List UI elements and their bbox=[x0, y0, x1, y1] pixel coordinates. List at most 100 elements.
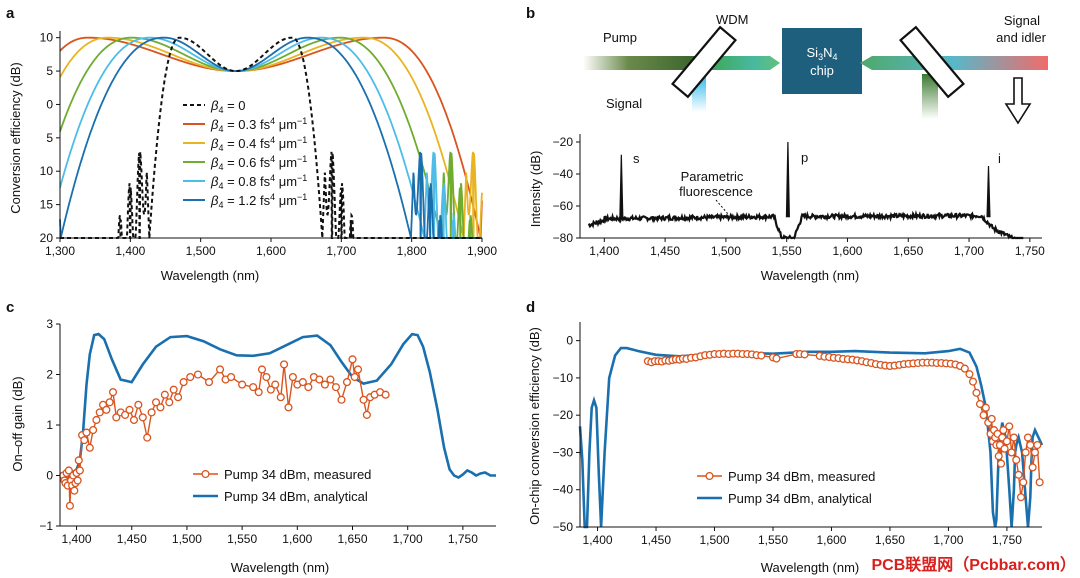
panel-b-y-tick-label: −40 bbox=[553, 167, 574, 181]
measured-point-c bbox=[75, 466, 84, 475]
panel-b-y-tick-label: −80 bbox=[553, 231, 574, 245]
panel-c-x-tick-label: 1,700 bbox=[393, 532, 423, 546]
measured-point-c bbox=[204, 378, 214, 387]
measured-point-d bbox=[772, 354, 781, 363]
panel-a-chart: 1,300 1,400 1,500 1,600 1,700 1,800 1,900 10 5 0 5… bbox=[8, 31, 497, 283]
measured-point-d bbox=[1023, 433, 1033, 442]
measured-point-d bbox=[800, 350, 809, 359]
measured-point-d bbox=[1033, 440, 1042, 450]
measured-point-c bbox=[65, 501, 74, 510]
peak-label-i: i bbox=[998, 151, 1001, 166]
measured-point-c bbox=[80, 436, 89, 445]
fluorescence-label-line1: Parametric bbox=[681, 169, 744, 184]
measured-point-c bbox=[143, 433, 152, 442]
panel-d-x-tick-label: 1,750 bbox=[992, 533, 1022, 547]
diagram-chip-label-line2: chip bbox=[810, 63, 834, 78]
measured-point-c bbox=[151, 398, 161, 407]
panel-c-axes: 1,400 1,450 1,500 1,550 1,600 1,650 1,700 1,750… bbox=[39, 317, 496, 546]
measured-point-d bbox=[1014, 470, 1023, 479]
panel-d-y-tick-label: 0 bbox=[566, 334, 573, 348]
measured-point-c bbox=[70, 486, 79, 495]
measured-point-d bbox=[975, 399, 985, 409]
panel-a-y-tick-label: 15 bbox=[40, 198, 54, 212]
measured-point-c bbox=[102, 405, 111, 414]
panel-b-ylabel: Intensity (dB) bbox=[528, 151, 543, 228]
measured-point-c bbox=[350, 372, 359, 382]
legend-a-label-1: β4 = 0.3 fs4 μm−1 bbox=[210, 116, 307, 134]
wdm-splitter-right bbox=[899, 25, 965, 99]
diagram-output-label-line1: Signal bbox=[1004, 13, 1040, 28]
measured-point-d bbox=[979, 411, 988, 420]
panel-d-y-tick-label: −20 bbox=[553, 408, 574, 422]
measured-point-c bbox=[362, 410, 371, 419]
measured-point-c bbox=[186, 372, 195, 382]
measured-point-c bbox=[353, 365, 363, 374]
measured-point-c bbox=[138, 413, 147, 422]
panel-b-x-tick-label: 1,500 bbox=[711, 244, 741, 258]
panel-a-y-tick-label: 0 bbox=[46, 97, 53, 111]
panel-a-x-tick-label: 1,900 bbox=[467, 244, 497, 258]
measured-point-c bbox=[348, 355, 357, 364]
panel-c-y-tick-label: −1 bbox=[39, 519, 53, 533]
measured-point-d bbox=[757, 351, 766, 360]
panel-c-x-tick-label: 1,550 bbox=[227, 532, 257, 546]
panel-b-x-tick-label: 1,700 bbox=[954, 244, 984, 258]
panel-c-xlabel: Wavelength (nm) bbox=[231, 560, 330, 575]
measured-point-c bbox=[288, 372, 297, 382]
measured-point-c bbox=[82, 428, 91, 437]
panel-c-x-tick-label: 1,600 bbox=[282, 532, 312, 546]
panel-d-ylabel: On-chip conversion efficiency (dB) bbox=[527, 327, 542, 525]
diagram-wdm-label: WDM bbox=[716, 12, 749, 27]
measured-point-d bbox=[1000, 444, 1009, 453]
series-a-line-5 bbox=[59, 36, 482, 239]
panel-label-d: d bbox=[526, 299, 535, 316]
peak-label-p: p bbox=[801, 150, 808, 165]
analytical-line-d bbox=[578, 346, 1044, 529]
peak-label-s: s bbox=[633, 151, 640, 166]
measured-point-c bbox=[216, 365, 225, 374]
measured-point-c bbox=[193, 370, 203, 379]
panel-c-x-tick-label: 1,650 bbox=[337, 532, 367, 546]
watermark-text: PCB联盟网（Pcbbar.com） bbox=[872, 556, 1077, 574]
series-a-line-4 bbox=[59, 36, 482, 239]
panel-b-x-tick-label: 1,600 bbox=[832, 244, 862, 258]
panel-d-x-tick-label: 1,600 bbox=[816, 533, 846, 547]
diagram-output-label-line2: and idler bbox=[996, 30, 1047, 45]
panel-d-x-tick-label: 1,450 bbox=[641, 533, 671, 547]
measured-point-c bbox=[95, 408, 104, 417]
panel-b-xlabel: Wavelength (nm) bbox=[761, 268, 860, 283]
measured-point-d bbox=[1019, 478, 1028, 487]
panel-c-ylabel: On–off gain (dB) bbox=[10, 376, 25, 471]
measured-point-c bbox=[89, 425, 98, 435]
measured-point-d bbox=[972, 388, 981, 397]
panel-a-x-tick-label: 1,800 bbox=[397, 244, 427, 258]
fluorescence-label-line2: fluorescence bbox=[679, 184, 753, 199]
measured-point-c bbox=[179, 378, 188, 387]
panel-b-y-tick-label: −60 bbox=[553, 199, 574, 213]
panel-b-diagram: Pump Signal WDM Si3N4 chip Signal and id… bbox=[583, 12, 1048, 125]
measured-point-c bbox=[227, 372, 236, 382]
measured-point-d bbox=[994, 452, 1003, 461]
panel-d-y-tick-label: −50 bbox=[553, 520, 574, 534]
legend-d-measured-label: Pump 34 dBm, measured bbox=[728, 469, 875, 484]
measured-point-c bbox=[304, 383, 313, 392]
panel-c-x-tick-label: 1,500 bbox=[172, 532, 202, 546]
measured-point-c bbox=[320, 380, 329, 389]
measured-point-d bbox=[965, 370, 974, 379]
panel-d-y-tick-label: −30 bbox=[553, 445, 574, 459]
measured-point-c bbox=[381, 390, 390, 399]
measured-point-c bbox=[92, 415, 101, 425]
panel-d-x-tick-label: 1,650 bbox=[875, 533, 905, 547]
measured-point-c bbox=[298, 378, 307, 387]
chip-box bbox=[782, 28, 862, 94]
legend-a-label-2: β4 = 0.4 fs4 μm−1 bbox=[210, 135, 307, 153]
panel-a-x-tick-label: 1,600 bbox=[256, 244, 286, 258]
panel-c-y-tick-label: 1 bbox=[46, 418, 53, 432]
measured-point-c bbox=[134, 400, 143, 409]
measured-point-c bbox=[271, 380, 280, 389]
down-arrow-icon bbox=[1004, 77, 1032, 125]
panel-d-x-tick-label: 1,400 bbox=[583, 533, 613, 547]
legend-a-label-4: β4 = 0.8 fs4 μm−1 bbox=[210, 173, 307, 191]
measured-point-c bbox=[85, 443, 94, 452]
